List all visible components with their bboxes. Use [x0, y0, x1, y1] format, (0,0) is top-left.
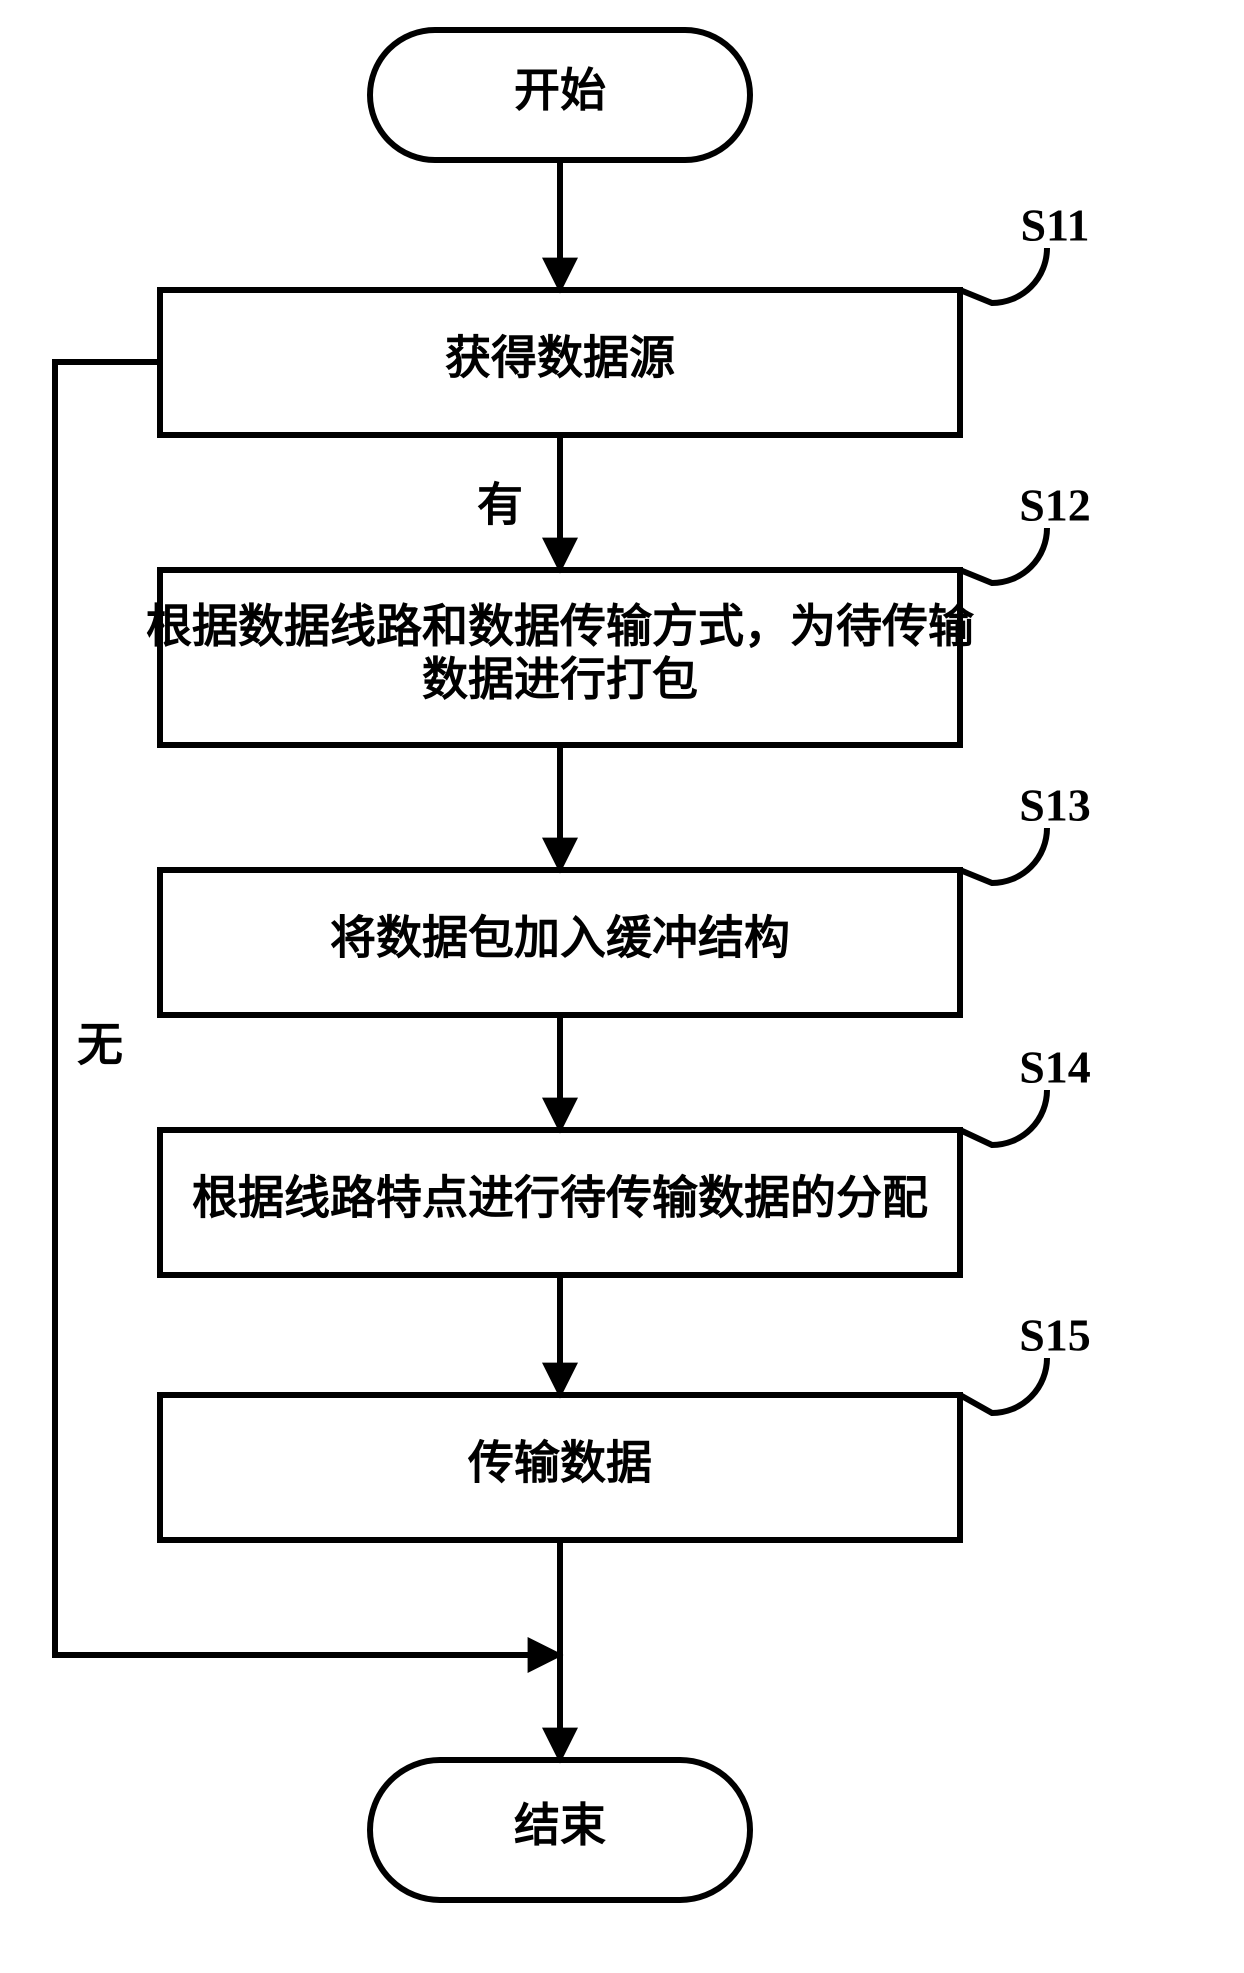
step-label-S15: S15: [1019, 1310, 1091, 1361]
callout-S14: [960, 1090, 1047, 1145]
node-end: 结束: [370, 1760, 750, 1900]
step-label-S11: S11: [1020, 200, 1089, 251]
node-s15: 传输数据: [160, 1395, 960, 1540]
node-label-s11: 获得数据源: [445, 332, 675, 383]
edge-label-s11_left-end_left: 无: [77, 1020, 123, 1071]
node-label-s14: 根据线路特点进行待传输数据的分配: [192, 1172, 928, 1223]
node-start: 开始: [370, 30, 750, 160]
callout-S15: [960, 1358, 1047, 1413]
node-label-end: 结束: [514, 1800, 606, 1851]
node-label-s12: 根据数据线路和数据传输方式，为待传输数据进行打包: [146, 601, 975, 705]
node-s11: 获得数据源: [160, 290, 960, 435]
edge-label-s11-s12: 有: [477, 480, 523, 531]
step-label-S13: S13: [1019, 780, 1091, 831]
node-label-s13: 将数据包加入缓冲结构: [330, 912, 790, 963]
step-label-S14: S14: [1019, 1042, 1091, 1093]
node-s12: 根据数据线路和数据传输方式，为待传输数据进行打包: [146, 570, 975, 745]
node-s14: 根据线路特点进行待传输数据的分配: [160, 1130, 960, 1275]
callout-S12: [960, 528, 1047, 583]
node-s13: 将数据包加入缓冲结构: [160, 870, 960, 1015]
node-label-start: 开始: [514, 65, 606, 116]
callout-S11: [960, 248, 1047, 303]
node-label-s15: 传输数据: [467, 1437, 652, 1488]
callout-S13: [960, 828, 1047, 883]
step-label-S12: S12: [1019, 480, 1091, 531]
